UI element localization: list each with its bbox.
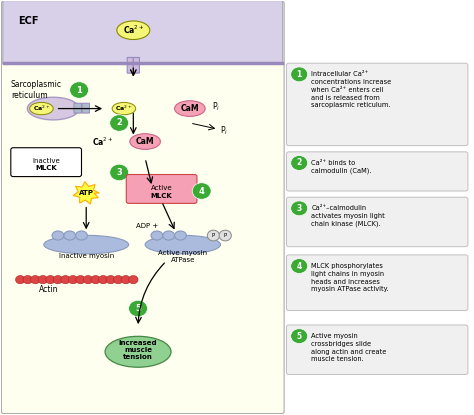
Ellipse shape <box>145 235 220 254</box>
Text: P: P <box>212 233 215 238</box>
Ellipse shape <box>151 231 163 240</box>
Text: 2: 2 <box>116 119 122 127</box>
Circle shape <box>99 276 108 284</box>
Circle shape <box>16 276 25 284</box>
Text: Sarcoplasmic
reticulum: Sarcoplasmic reticulum <box>11 80 62 100</box>
Ellipse shape <box>105 336 171 367</box>
FancyBboxPatch shape <box>286 255 468 310</box>
Text: ATP: ATP <box>79 190 94 196</box>
Text: 2: 2 <box>297 159 302 168</box>
Ellipse shape <box>27 97 79 120</box>
FancyBboxPatch shape <box>286 325 468 374</box>
FancyBboxPatch shape <box>133 57 139 73</box>
Circle shape <box>68 276 78 284</box>
Circle shape <box>192 183 211 199</box>
Text: P$_i$: P$_i$ <box>220 125 228 137</box>
Text: Inactive myosin: Inactive myosin <box>59 253 114 259</box>
FancyBboxPatch shape <box>127 57 133 73</box>
Ellipse shape <box>76 231 87 240</box>
Text: 5: 5 <box>297 332 302 341</box>
FancyBboxPatch shape <box>11 148 82 177</box>
Circle shape <box>23 276 33 284</box>
Circle shape <box>91 276 100 284</box>
Circle shape <box>38 276 47 284</box>
Text: 3: 3 <box>297 204 302 213</box>
Circle shape <box>128 300 147 317</box>
FancyBboxPatch shape <box>286 152 468 191</box>
Text: CaM: CaM <box>136 137 155 146</box>
Text: CaM: CaM <box>181 104 199 113</box>
Text: Ca$^{2+}$: Ca$^{2+}$ <box>92 135 113 148</box>
Ellipse shape <box>30 103 53 115</box>
Text: ECF: ECF <box>18 16 38 26</box>
Circle shape <box>219 230 231 241</box>
Text: MLCK phosphorylates
light chains in myosin
heads and increases
myosin ATPase act: MLCK phosphorylates light chains in myos… <box>311 263 389 293</box>
Text: 3: 3 <box>116 168 122 177</box>
Ellipse shape <box>174 231 186 240</box>
Text: Inactive: Inactive <box>32 159 60 164</box>
Circle shape <box>76 276 85 284</box>
FancyBboxPatch shape <box>286 63 468 146</box>
Circle shape <box>121 276 130 284</box>
Circle shape <box>110 115 128 131</box>
Circle shape <box>46 276 55 284</box>
Ellipse shape <box>174 101 205 116</box>
Ellipse shape <box>44 235 128 254</box>
Circle shape <box>291 329 308 344</box>
Text: Intracellular Ca²⁺
concentrations increase
when Ca²⁺ enters cell
and is released: Intracellular Ca²⁺ concentrations increa… <box>311 71 392 108</box>
Ellipse shape <box>163 231 174 240</box>
Circle shape <box>61 276 70 284</box>
Ellipse shape <box>52 231 64 240</box>
Text: 4: 4 <box>199 186 205 195</box>
Circle shape <box>291 259 308 273</box>
Ellipse shape <box>112 103 136 115</box>
Text: MLCK: MLCK <box>35 165 57 171</box>
Text: Ca$^{2+}$: Ca$^{2+}$ <box>33 104 50 113</box>
Text: ADP +: ADP + <box>137 223 159 229</box>
Circle shape <box>207 230 219 241</box>
Circle shape <box>291 67 308 82</box>
Circle shape <box>53 276 63 284</box>
Text: 5: 5 <box>135 304 141 313</box>
Text: 1: 1 <box>297 70 302 79</box>
Text: Actin: Actin <box>39 285 58 294</box>
Circle shape <box>291 156 308 171</box>
FancyBboxPatch shape <box>74 103 82 113</box>
Ellipse shape <box>64 231 76 240</box>
Text: Ca$^{2+}$: Ca$^{2+}$ <box>123 24 144 37</box>
Text: 4: 4 <box>297 261 302 271</box>
Text: Ca$^{2+}$: Ca$^{2+}$ <box>115 104 133 113</box>
Text: P$_i$: P$_i$ <box>212 100 220 113</box>
Text: Active myosin
ATPase: Active myosin ATPase <box>158 250 207 263</box>
FancyBboxPatch shape <box>82 103 90 113</box>
Ellipse shape <box>130 134 160 149</box>
Text: 1: 1 <box>76 85 82 95</box>
Text: Ca²⁺ binds to
calmodulin (CaM).: Ca²⁺ binds to calmodulin (CaM). <box>311 160 372 174</box>
Circle shape <box>106 276 116 284</box>
Circle shape <box>70 82 89 98</box>
Circle shape <box>83 276 93 284</box>
Polygon shape <box>73 182 100 204</box>
Text: P: P <box>224 233 227 238</box>
FancyBboxPatch shape <box>3 0 283 64</box>
FancyBboxPatch shape <box>126 175 197 203</box>
Circle shape <box>291 201 308 216</box>
Circle shape <box>128 276 138 284</box>
Ellipse shape <box>117 21 150 39</box>
FancyBboxPatch shape <box>286 197 468 247</box>
FancyBboxPatch shape <box>1 1 284 414</box>
Text: Active: Active <box>151 185 173 191</box>
Text: Increased
muscle
tension: Increased muscle tension <box>118 340 157 360</box>
Circle shape <box>110 164 128 181</box>
Circle shape <box>114 276 123 284</box>
Text: Ca²⁺–calmodulin
activates myosin light
chain kinase (MLCK).: Ca²⁺–calmodulin activates myosin light c… <box>311 205 385 227</box>
Text: MLCK: MLCK <box>151 193 173 199</box>
Circle shape <box>31 276 40 284</box>
Text: Active myosin
crossbridges slide
along actin and create
muscle tension.: Active myosin crossbridges slide along a… <box>311 333 387 362</box>
